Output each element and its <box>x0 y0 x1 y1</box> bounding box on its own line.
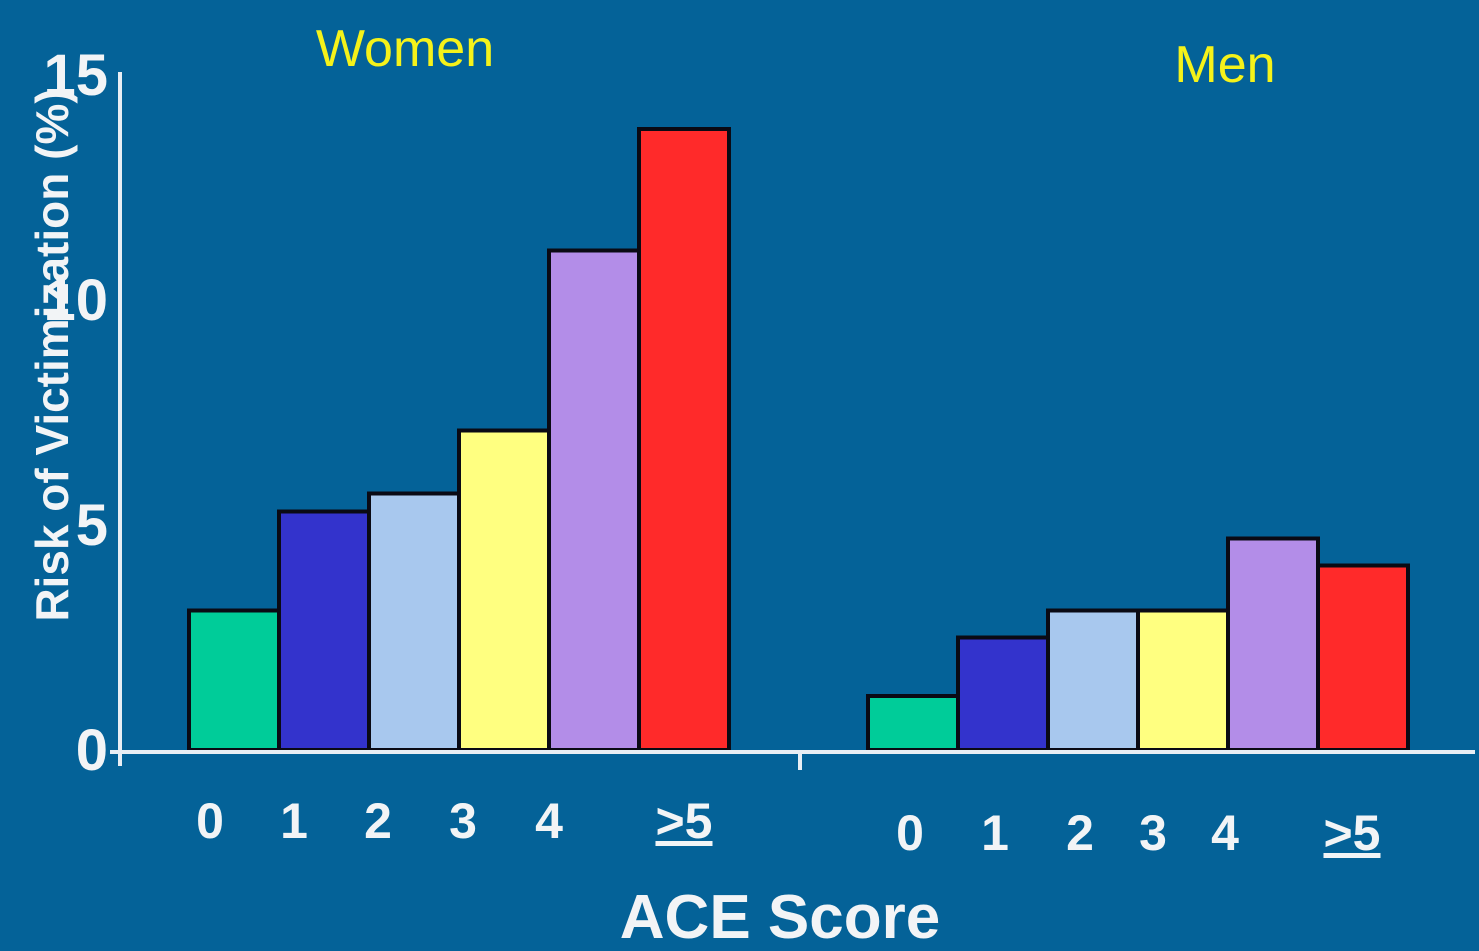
bar-women-1 <box>277 509 371 752</box>
panel-title-women: Women <box>316 20 494 78</box>
bar-men-2 <box>1046 608 1140 752</box>
bar-men-1 <box>956 635 1050 752</box>
x-tick-label-women-3: 3 <box>449 793 477 849</box>
x-tick-label-men-1: 1 <box>981 805 1009 861</box>
bar-men-0 <box>866 694 960 752</box>
x-tick-label-men-2: 2 <box>1066 805 1094 861</box>
y-axis-title: Risk of Victimization (%) <box>26 88 78 621</box>
x-tick-label-men-4: 4 <box>1211 805 1239 861</box>
x-tick-label-men-3: 3 <box>1139 805 1167 861</box>
x-tick-label-men-0: 0 <box>896 805 924 861</box>
bar-men-5 <box>1316 563 1410 752</box>
x-tick-label-women-2: 2 <box>364 793 392 849</box>
x-tick-label-women-0: 0 <box>196 793 224 849</box>
x-tick-label-men-5: >5 <box>1323 805 1380 861</box>
y-tick-label-1: 5 <box>76 493 108 558</box>
x-tick-label-women-1: 1 <box>280 793 308 849</box>
panel-title-men: Men <box>1174 36 1275 94</box>
bar-women-3 <box>457 428 551 752</box>
bar-women-2 <box>367 491 461 752</box>
bar-women-4 <box>547 248 641 752</box>
bar-women-0 <box>187 608 281 752</box>
x-tick-label-women-4: 4 <box>535 793 563 849</box>
bar-women-5 <box>637 127 731 752</box>
y-tick-label-2: 10 <box>43 268 108 333</box>
y-tick-label-0: 0 <box>76 718 108 783</box>
bar-men-4 <box>1226 536 1320 752</box>
bar-men-3 <box>1136 608 1230 752</box>
x-tick-label-women-5: >5 <box>655 793 712 849</box>
y-tick-label-3: 15 <box>43 43 108 108</box>
x-axis-title: ACE Score <box>620 883 940 951</box>
